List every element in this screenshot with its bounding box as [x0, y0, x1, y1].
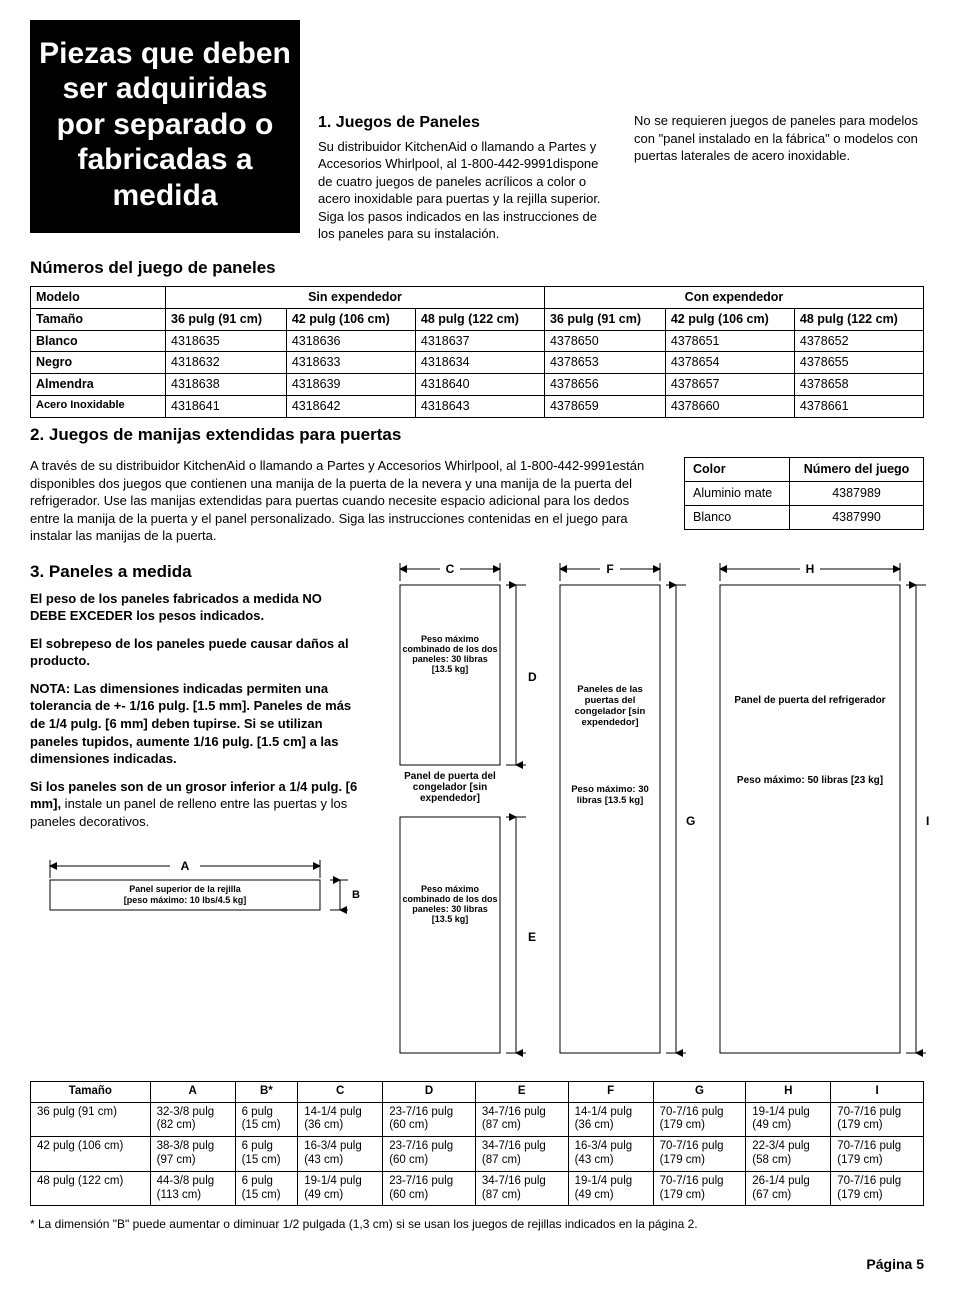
- intro-col-1: 1. Juegos de Paneles Su distribuidor Kit…: [318, 112, 608, 243]
- table-row: 48 pulg (122 cm) 44-3/8 pulg(113 cm) 6 p…: [31, 1171, 924, 1206]
- custom-p1: El peso de los paneles fabricados a medi…: [30, 590, 360, 625]
- section-1-heading: 1. Juegos de Paneles: [318, 112, 608, 134]
- th-con: Con expendedor: [544, 286, 923, 308]
- table-row: Aluminio mate4387989: [685, 481, 924, 505]
- svg-text:Panel superior de la rejilla: Panel superior de la rejilla: [129, 884, 242, 894]
- panel-kit-table: Modelo Sin expendedor Con expendedor Tam…: [30, 286, 924, 418]
- intro-text-1: Su distribuidor KitchenAid o llamando a …: [318, 138, 608, 243]
- svg-text:H: H: [806, 562, 815, 576]
- section-3: 3. Paneles a medida El peso de los panel…: [30, 555, 924, 1065]
- svg-text:I: I: [926, 814, 929, 828]
- panels-svg: C Peso máximo combinado de los dos panel…: [380, 555, 940, 1065]
- svg-text:C: C: [446, 562, 455, 576]
- section-3-text: 3. Paneles a medida El peso de los panel…: [30, 555, 360, 1065]
- table-row: Acero Inoxidable431864143186424318643437…: [31, 396, 924, 418]
- handles-text: A través de su distribuidor KitchenAid o…: [30, 457, 662, 545]
- custom-p4: Si los paneles son de un grosor inferior…: [30, 778, 360, 831]
- table-row: Almendra43186384318639431864043786564378…: [31, 374, 924, 396]
- intro-text-2: No se requieren juegos de paneles para m…: [634, 112, 924, 165]
- th-size: Tamaño: [31, 308, 166, 330]
- th-s5: 48 pulg (122 cm): [794, 308, 923, 330]
- dimensions-table: Tamaño A B* C D E F G H I 36 pulg (91 cm…: [30, 1081, 924, 1207]
- header-row: Piezas que deben ser adquiridas por sepa…: [30, 20, 924, 243]
- th-s0: 36 pulg (91 cm): [166, 308, 287, 330]
- th-s2: 48 pulg (122 cm): [415, 308, 544, 330]
- table-row: Negro43186324318633431863443786534378654…: [31, 352, 924, 374]
- panel-a-diagram: A Panel superior de la rejilla [peso máx…: [30, 848, 360, 918]
- panel-a-svg: A Panel superior de la rejilla [peso máx…: [30, 848, 360, 918]
- intro-col-2: No se requieren juegos de paneles para m…: [634, 112, 924, 243]
- section-2-heading: 2. Juegos de manijas extendidas para pue…: [30, 424, 924, 447]
- label-a: A: [181, 859, 190, 873]
- handles-row: A través de su distribuidor KitchenAid o…: [30, 457, 924, 545]
- section-3-heading: 3. Paneles a medida: [30, 561, 360, 584]
- th-sin: Sin expendedor: [166, 286, 545, 308]
- custom-p3: NOTA: Las dimensiones indicadas permiten…: [30, 680, 360, 768]
- handles-table: ColorNúmero del juego Aluminio mate43879…: [684, 457, 924, 530]
- svg-text:G: G: [686, 814, 695, 828]
- panels-diagram: C Peso máximo combinado de los dos panel…: [380, 555, 940, 1065]
- page-number: Página 5: [30, 1255, 924, 1274]
- svg-text:F: F: [606, 562, 613, 576]
- svg-text:D: D: [528, 670, 537, 684]
- svg-text:E: E: [528, 930, 536, 944]
- th-s4: 42 pulg (106 cm): [665, 308, 794, 330]
- svg-text:[peso máximo: 10 lbs/4.5 kg]: [peso máximo: 10 lbs/4.5 kg]: [124, 895, 247, 905]
- table-row: 36 pulg (91 cm) 32-3/8 pulg(82 cm) 6 pul…: [31, 1102, 924, 1137]
- panel-kit-heading: Números del juego de paneles: [30, 257, 924, 280]
- footnote: * La dimensión "B" puede aumentar o dimi…: [30, 1216, 924, 1232]
- th-model: Modelo: [31, 286, 166, 308]
- th-s3: 36 pulg (91 cm): [544, 308, 665, 330]
- intro-columns: 1. Juegos de Paneles Su distribuidor Kit…: [318, 20, 924, 243]
- th-s1: 42 pulg (106 cm): [286, 308, 415, 330]
- table-row: Blanco4318635431863643186374378650437865…: [31, 330, 924, 352]
- custom-p2: El sobrepeso de los paneles puede causar…: [30, 635, 360, 670]
- table-row: Blanco4387990: [685, 505, 924, 529]
- table-row: 42 pulg (106 cm) 38-3/8 pulg(97 cm) 6 pu…: [31, 1137, 924, 1172]
- title-box: Piezas que deben ser adquiridas por sepa…: [30, 20, 300, 233]
- label-b: B*: [352, 889, 360, 901]
